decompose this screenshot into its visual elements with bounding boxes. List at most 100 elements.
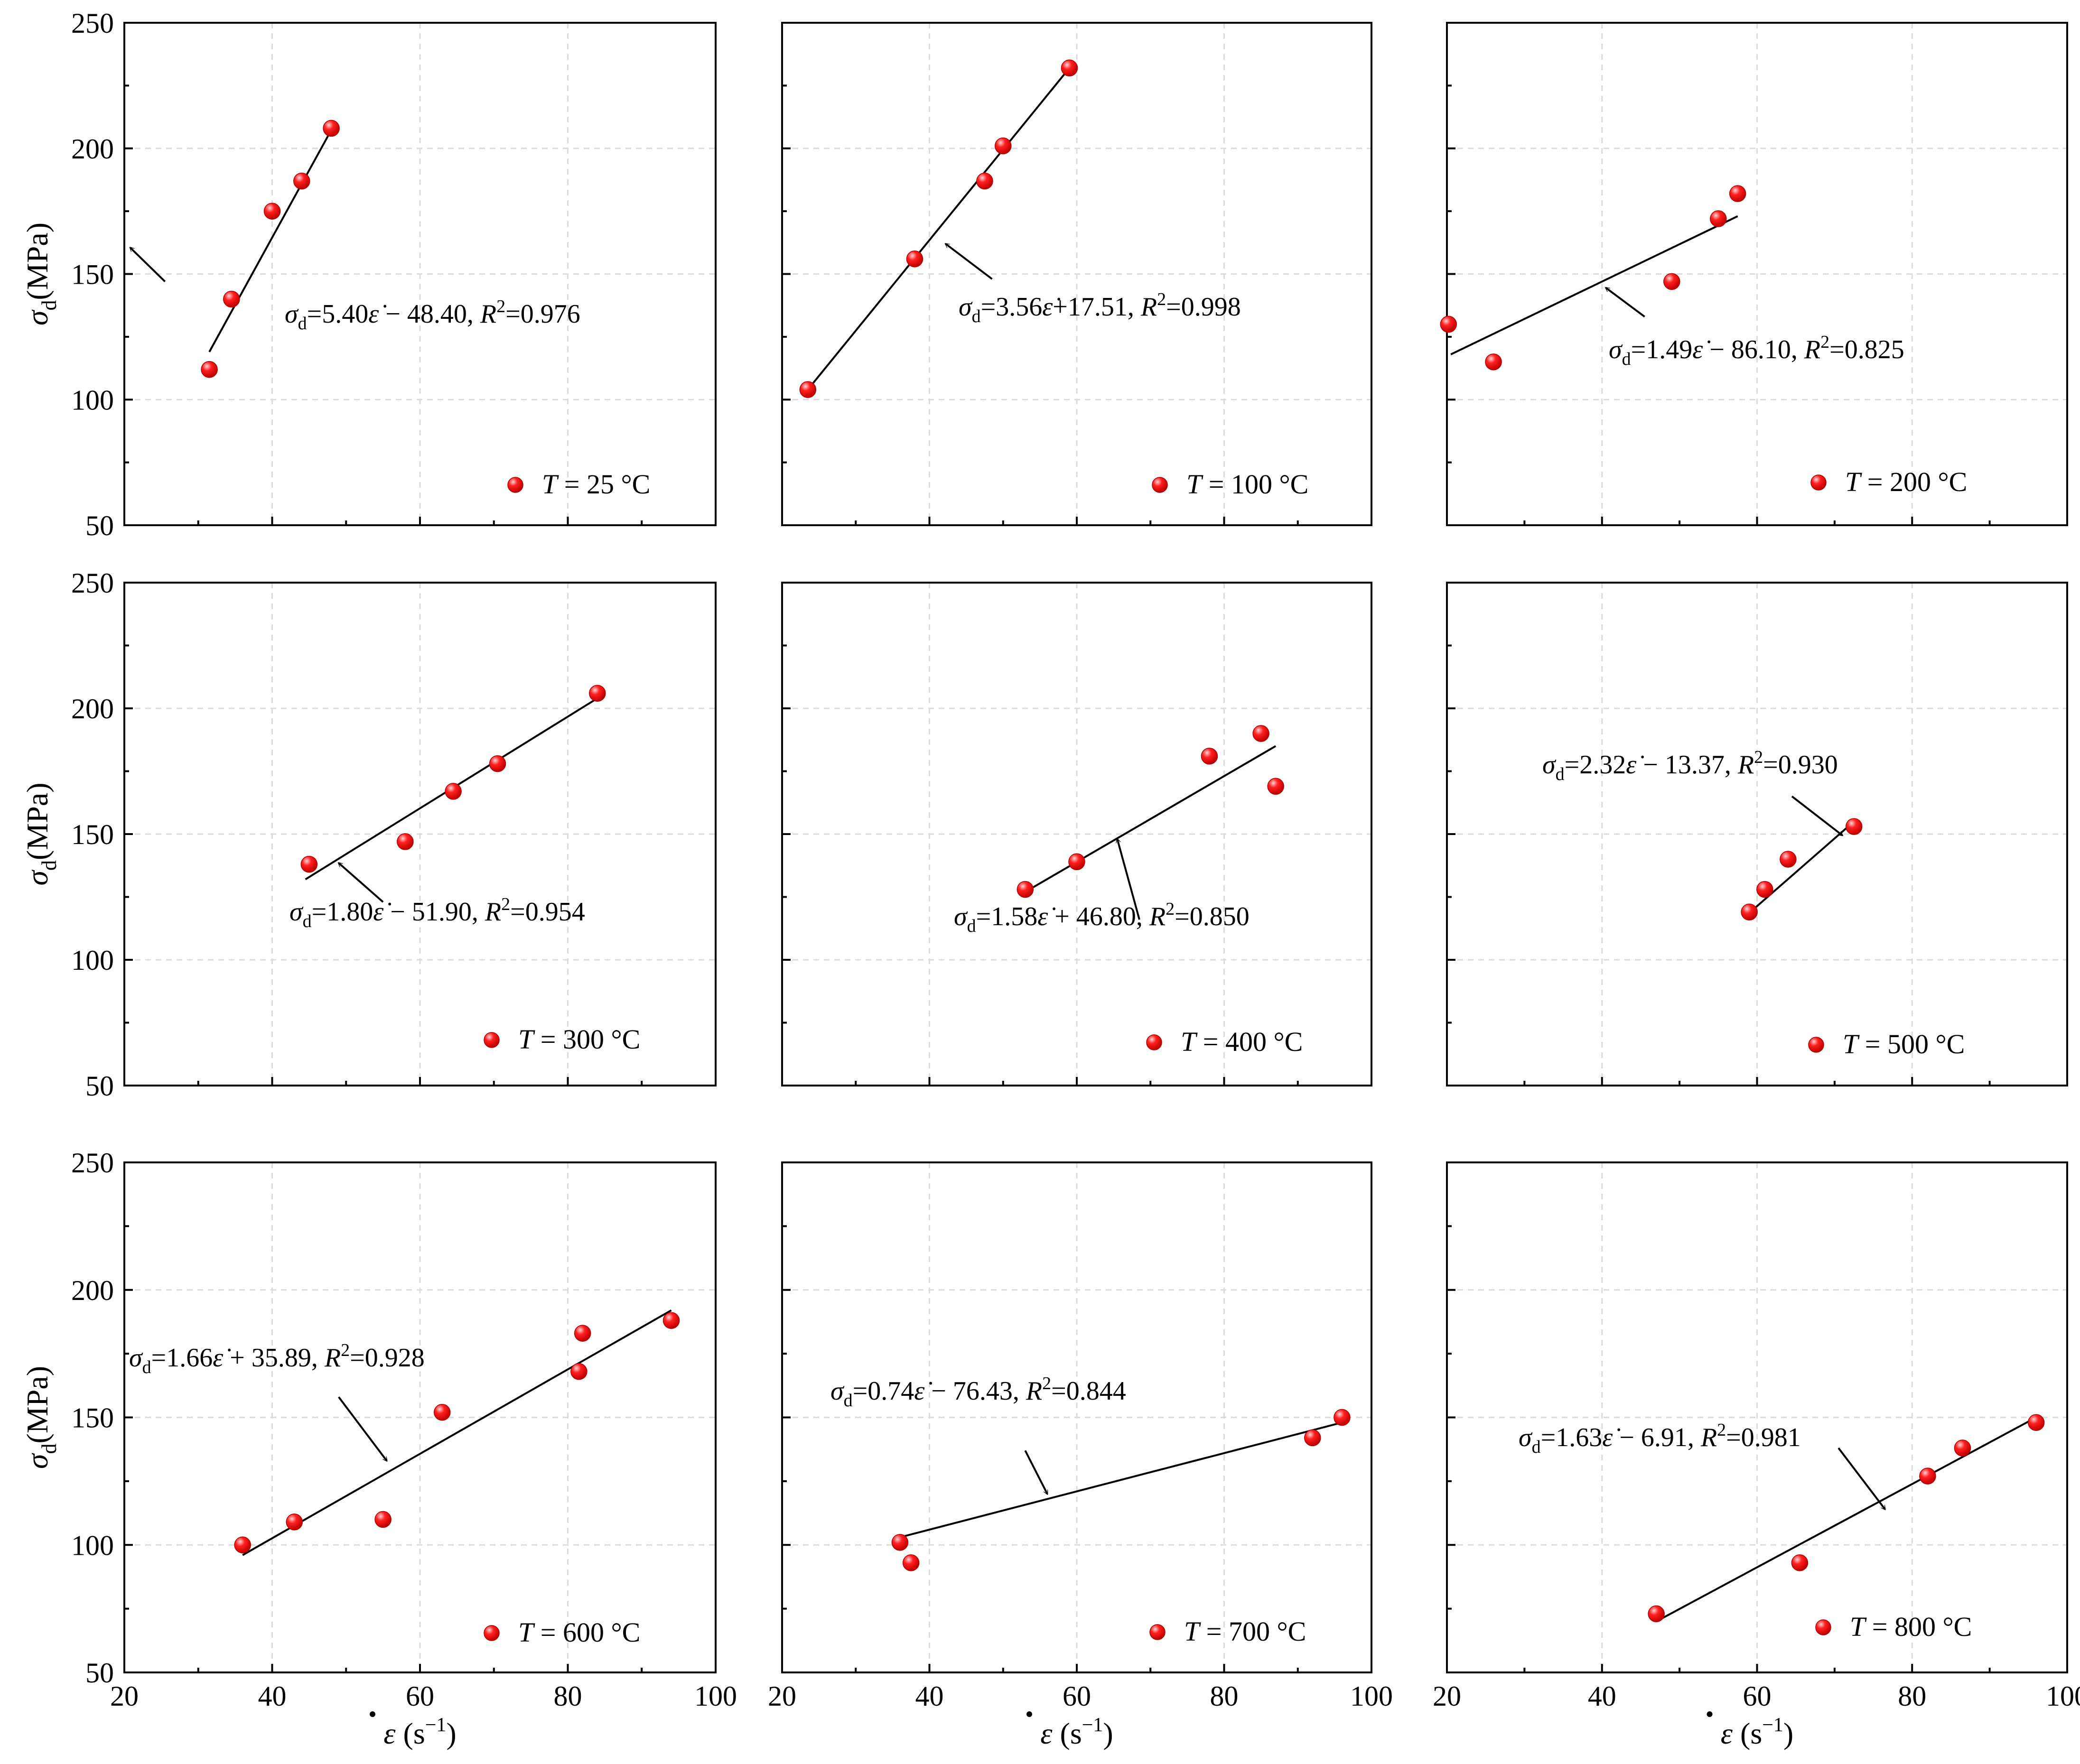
x-tick-label: 40 — [1588, 1680, 1616, 1712]
gridlines — [782, 583, 1371, 1086]
y-axis-title: σd(MPa) — [20, 1366, 61, 1469]
y-tick-label: 200 — [71, 133, 114, 165]
x-tick-label: 80 — [1898, 1680, 1926, 1712]
gridlines — [782, 1162, 1371, 1672]
y-tick-label: 50 — [85, 1070, 114, 1102]
data-point — [589, 685, 606, 702]
data-point — [1061, 59, 1078, 77]
x-tick-label: 60 — [1743, 1680, 1772, 1712]
data-point — [2027, 1414, 2045, 1431]
x-tick-label: 100 — [1350, 1680, 1393, 1712]
y-tick-label: 250 — [71, 8, 114, 39]
data-point — [1791, 1554, 1809, 1571]
legend-label: T = 200 °C — [1845, 466, 1967, 497]
y-axis-title: σd(MPa) — [20, 782, 61, 885]
x-axis-title: ε (s−1) — [1721, 1714, 1793, 1750]
panel-1: 50 100 150 200 250 σd(MPa) σd=5.40ε̇ − 48.40, … — [20, 8, 717, 541]
data-point — [1201, 747, 1218, 765]
data-point — [1756, 881, 1773, 898]
x-axis-dot — [1707, 1711, 1713, 1717]
annotation-arrow — [1791, 795, 1842, 836]
fit-line — [1450, 215, 1738, 355]
annotation-arrow — [339, 863, 384, 903]
fit-line — [807, 67, 1071, 390]
data-point — [234, 1536, 251, 1553]
panel-8: 20 40 60 80 100 ε (s−1) σd=0.74ε̇ − 76.43, R2=… — [768, 1161, 1393, 1750]
x-tick-label: 20 — [110, 1680, 139, 1712]
data-point — [201, 361, 218, 378]
x-tick-label: 40 — [915, 1680, 944, 1712]
x-tick-label: 60 — [1063, 1680, 1091, 1712]
data-point — [397, 833, 414, 850]
panel-3: σd=1.49ε̇ − 86.10, R2=0.825 T = 200 °C — [1440, 22, 2068, 526]
fit-equation: σd=1.80ε̇ − 51.90, R2=0.954 — [289, 894, 585, 931]
gridlines — [1447, 1162, 2067, 1672]
data-point — [374, 1511, 392, 1528]
x-tick-label: 20 — [1433, 1680, 1461, 1712]
y-tick-label: 150 — [71, 1402, 114, 1434]
fit-line — [1656, 1416, 2037, 1623]
y-tick-label: 250 — [71, 1147, 114, 1179]
x-tick-label: 40 — [258, 1680, 287, 1712]
annotation-arrow — [946, 244, 993, 280]
legend-label: T = 700 °C — [1184, 1616, 1306, 1647]
fit-equation: σd=1.66ε̇ + 35.89, R2=0.928 — [129, 1340, 425, 1377]
fit-line — [242, 1309, 672, 1556]
legend-label: T = 100 °C — [1186, 469, 1308, 500]
fit-line — [899, 1421, 1343, 1539]
y-tick-label: 100 — [71, 1530, 114, 1561]
legend-marker — [1815, 1619, 1831, 1635]
y-tick-label: 200 — [71, 693, 114, 724]
legend-marker — [484, 1032, 500, 1048]
fit-equation: σd=3.56ε̇+17.51, R2=0.998 — [959, 289, 1241, 326]
data-point — [1648, 1605, 1665, 1623]
y-tick-label: 50 — [85, 1657, 114, 1689]
panel-7: 50 100 150 200 250 σd(MPa) 20 40 60 80 100 ε (s−1) σ… — [20, 1147, 737, 1750]
legend-label: T = 300 °C — [518, 1024, 640, 1055]
legend-marker — [1146, 1034, 1162, 1050]
data-point — [1485, 353, 1502, 371]
y-tick-label: 150 — [71, 259, 114, 290]
annotation-arrow — [1117, 839, 1140, 920]
data-point — [995, 137, 1012, 155]
data-point — [323, 120, 340, 137]
x-tick-label: 100 — [2046, 1680, 2080, 1712]
fit-equation: σd=2.32ε̇ − 13.37, R2=0.930 — [1542, 747, 1838, 784]
gridlines — [1447, 583, 2067, 1086]
data-point — [1017, 881, 1034, 898]
fit-equation: σd=0.74ε̇ − 76.43, R2=0.844 — [830, 1374, 1126, 1411]
annotation-arrow — [338, 1396, 387, 1461]
data-point — [293, 172, 310, 190]
gridlines — [1447, 23, 2067, 525]
data-point — [1304, 1429, 1321, 1447]
y-axis-title: σd(MPa) — [20, 223, 61, 325]
data-point — [1780, 851, 1797, 868]
gridlines — [124, 1162, 716, 1672]
fit-equation: σd=1.58ε̇ + 46.80, R2=0.850 — [954, 899, 1250, 936]
data-point — [799, 381, 817, 398]
legend-label: T = 600 °C — [518, 1617, 640, 1648]
data-point — [263, 203, 281, 220]
panel-4: 50 100 150 200 250 σd(MPa) σd=1.80ε̇ − 51.90, … — [20, 567, 717, 1102]
gridlines — [124, 23, 716, 525]
x-tick-label: 20 — [768, 1680, 796, 1712]
gridlines — [124, 583, 716, 1086]
data-point — [662, 1312, 680, 1329]
legend-label: T = 800 °C — [1850, 1611, 1972, 1642]
fit-equation: σd=1.49ε̇ − 86.10, R2=0.825 — [1609, 332, 1904, 369]
annotation-arrow — [1024, 1450, 1048, 1494]
annotation-arrow — [1837, 1447, 1885, 1509]
data-point — [223, 290, 240, 308]
legend-marker — [507, 477, 523, 493]
data-point — [286, 1513, 303, 1531]
y-tick-label: 100 — [71, 384, 114, 416]
data-point — [433, 1404, 451, 1421]
legend-label: T = 25 °C — [542, 469, 650, 500]
x-axis-title: ε (s−1) — [1040, 1714, 1113, 1750]
data-point — [1440, 316, 1457, 333]
x-tick-label: 80 — [1210, 1680, 1239, 1712]
legend-label: T = 400 °C — [1181, 1026, 1303, 1057]
fit-line — [208, 122, 336, 353]
data-point — [445, 783, 462, 800]
